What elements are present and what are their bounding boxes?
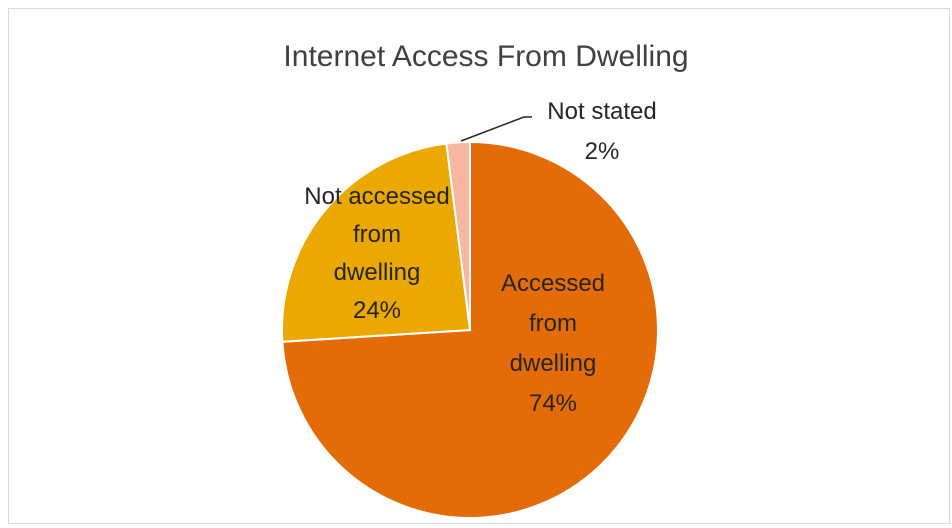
slice-label-line: Accessed [501,270,605,297]
slice-label-line: from [353,221,401,248]
leader-line-not-stated [460,116,532,142]
slice-label-accessed: Accessed from dwelling 74% [501,270,605,417]
slice-label-line: Not accessed [304,183,449,210]
chart-title: Internet Access From Dwelling [283,40,688,73]
slice-label-line: Not stated [547,98,656,125]
slice-label-line: dwelling [510,350,597,377]
slice-label-not-accessed: Not accessed from dwelling 24% [304,183,449,324]
pie-slices [281,140,659,519]
pie-slice-not-accessed [281,142,472,343]
slice-label-line: 24% [353,297,401,324]
slice-label-not-stated: Not stated 2% [547,98,656,165]
slice-label-line: dwelling [334,259,421,286]
slice-label-line: 2% [585,138,620,165]
slice-label-line: 74% [529,390,577,417]
pie-slice-not-stated [445,140,471,331]
leader-lines [460,116,532,142]
slice-label-line: from [529,310,577,337]
slice-labels: Accessed from dwelling 74% Not accessed from d… [304,98,656,417]
